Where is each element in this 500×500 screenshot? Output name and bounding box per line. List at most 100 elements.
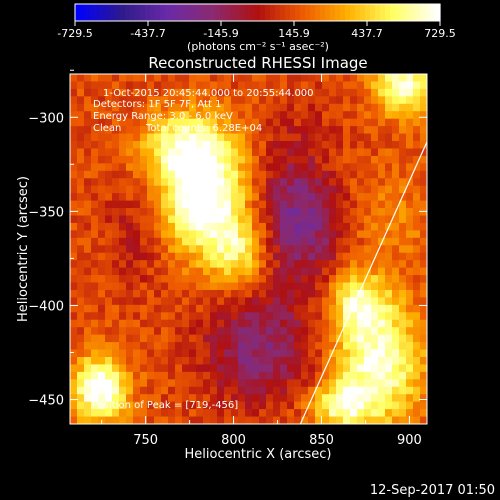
heatmap-cell xyxy=(77,379,85,387)
heatmap-cell xyxy=(336,178,344,186)
heatmap-cell xyxy=(266,387,274,395)
heatmap-cell xyxy=(322,283,330,291)
heatmap-cell xyxy=(343,156,351,164)
heatmap-cell xyxy=(301,320,309,328)
heatmap-cell xyxy=(161,215,169,223)
heatmap-cell xyxy=(259,245,267,253)
heatmap-cell xyxy=(273,409,281,417)
heatmap-cell xyxy=(126,275,134,283)
heatmap-cell xyxy=(273,387,281,395)
heatmap-cell xyxy=(98,148,106,156)
heatmap-cell xyxy=(77,402,85,410)
colorbar-cell xyxy=(350,4,356,21)
heatmap-cell xyxy=(231,201,239,209)
heatmap-cell xyxy=(98,163,106,171)
heatmap-cell xyxy=(329,402,337,410)
heatmap-cell xyxy=(182,208,190,216)
heatmap-cell xyxy=(91,223,99,231)
heatmap-cell xyxy=(154,193,162,201)
heatmap-cell xyxy=(203,312,211,320)
heatmap-cell xyxy=(133,134,141,142)
heatmap-cell xyxy=(315,357,323,365)
x-tick-label: 800 xyxy=(221,433,246,448)
heatmap-cell xyxy=(371,119,379,127)
heatmap-cell xyxy=(371,193,379,201)
heatmap-cell xyxy=(140,260,148,268)
heatmap-cell xyxy=(70,387,78,395)
heatmap-cell xyxy=(91,260,99,268)
heatmap-cell xyxy=(133,283,141,291)
heatmap-cell xyxy=(154,372,162,380)
heatmap-cell xyxy=(392,402,400,410)
heatmap-cell xyxy=(252,402,260,410)
heatmap-cell xyxy=(70,193,78,201)
heatmap-cell xyxy=(217,156,225,164)
heatmap-cell xyxy=(168,379,176,387)
heatmap-cell xyxy=(210,215,218,223)
heatmap-cell xyxy=(413,126,421,134)
heatmap-cell xyxy=(91,201,99,209)
heatmap-cell xyxy=(315,283,323,291)
heatmap-cell xyxy=(231,260,239,268)
heatmap-cell xyxy=(105,223,113,231)
heatmap-cell xyxy=(105,245,113,253)
heatmap-cell xyxy=(308,253,316,261)
heatmap-cell xyxy=(91,156,99,164)
heatmap-cell xyxy=(154,290,162,298)
heatmap-cell xyxy=(119,320,127,328)
heatmap-cell xyxy=(350,335,358,343)
heatmap-cell xyxy=(392,357,400,365)
heatmap-cell xyxy=(126,253,134,261)
heatmap-cell xyxy=(308,163,316,171)
heatmap-cell xyxy=(140,364,148,372)
heatmap-cell xyxy=(399,312,407,320)
heatmap-cell xyxy=(294,260,302,268)
heatmap-cell xyxy=(231,208,239,216)
heatmap-cell xyxy=(259,193,267,201)
heatmap-cell xyxy=(133,253,141,261)
heatmap-cell xyxy=(210,305,218,313)
heatmap-cell xyxy=(329,215,337,223)
heatmap-cell xyxy=(294,342,302,350)
heatmap-cell xyxy=(133,342,141,350)
heatmap-cell xyxy=(413,290,421,298)
heatmap-cell xyxy=(168,260,176,268)
heatmap-cell xyxy=(371,156,379,164)
clean-text: Clean xyxy=(93,123,121,134)
heatmap-cell xyxy=(84,148,92,156)
heatmap-cell xyxy=(364,208,372,216)
heatmap-cell xyxy=(413,186,421,194)
detectors-text: Detectors: 1F 5F 7F, Att 1 xyxy=(93,99,221,110)
heatmap-cell xyxy=(259,379,267,387)
heatmap-cell xyxy=(357,364,365,372)
heatmap-cell xyxy=(336,201,344,209)
heatmap-cell xyxy=(238,312,246,320)
heatmap-cell xyxy=(406,215,414,223)
heatmap-cell xyxy=(287,186,295,194)
heatmap-cell xyxy=(189,268,197,276)
heatmap-cell xyxy=(91,297,99,305)
heatmap-cell xyxy=(392,178,400,186)
heatmap-cell xyxy=(196,342,204,350)
heatmap-cell xyxy=(182,253,190,261)
heatmap-cell xyxy=(238,201,246,209)
heatmap-cell xyxy=(420,178,428,186)
heatmap-cell xyxy=(350,81,358,89)
heatmap-cell xyxy=(385,96,393,104)
colorbar-cell xyxy=(415,4,421,21)
heatmap-cell xyxy=(196,387,204,395)
heatmap-cell xyxy=(175,297,183,305)
heatmap-cell xyxy=(161,74,169,82)
heatmap-cell xyxy=(210,171,218,179)
heatmap-cell xyxy=(371,312,379,320)
heatmap-cell xyxy=(245,335,253,343)
heatmap-cell xyxy=(301,126,309,134)
heatmap-cell xyxy=(315,275,323,283)
heatmap-cell xyxy=(168,230,176,238)
colorbar-tick-label: 145.9 xyxy=(278,27,310,40)
heatmap-cell xyxy=(308,350,316,358)
heatmap-cell xyxy=(343,215,351,223)
heatmap-cell xyxy=(210,208,218,216)
heatmap-cell xyxy=(329,156,337,164)
heatmap-cell xyxy=(147,134,155,142)
